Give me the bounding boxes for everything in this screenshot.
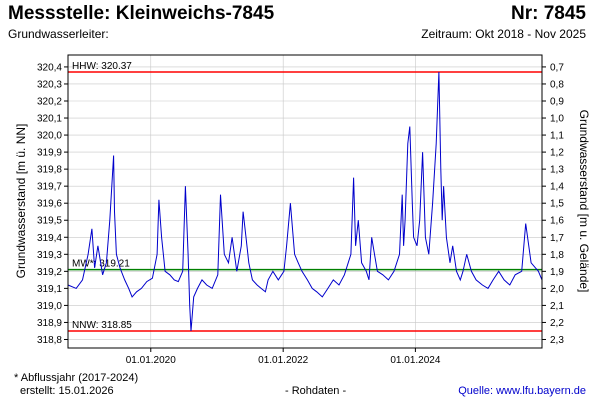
y2-tick-label: 1,4 <box>550 182 564 193</box>
y2-tick-label: 2,3 <box>550 335 564 346</box>
x-tick-label: 01.01.2022 <box>258 355 308 366</box>
y2-tick-label: 0,8 <box>550 79 564 90</box>
chart-title: Messstelle: Kleinweichs-7845 <box>8 3 275 24</box>
y-tick-label: 319,5 <box>37 216 62 227</box>
y-tick-label: 319,2 <box>37 267 62 278</box>
y2-tick-label: 0,9 <box>550 96 564 107</box>
y-axis-left: 318,8 318,9 319,0 319,1 319,2 319,3 319,4 319,5… <box>37 62 68 346</box>
x-axis: 01.01.2020 01.01.2022 01.01.2024 <box>126 348 441 366</box>
period-label: Zeitraum: Okt 2018 - Nov 2025 <box>421 27 586 41</box>
source-link[interactable]: Quelle: www.lfu.bayern.de <box>458 385 586 397</box>
y-tick-label: 320,3 <box>37 79 62 90</box>
y2-axis-label: Grundwasserstand [m u. Gelände] <box>577 110 591 293</box>
y-tick-label: 319,1 <box>37 284 62 295</box>
y2-tick-label: 2,1 <box>550 301 564 312</box>
y2-tick-label: 1,2 <box>550 148 564 159</box>
station-number: Nr: 7845 <box>511 3 586 24</box>
y2-tick-label: 0,7 <box>550 62 564 73</box>
y2-tick-label: 1,3 <box>550 165 564 176</box>
y-tick-label: 318,8 <box>37 335 62 346</box>
y-axis-right: 0,7 0,8 0,9 1,0 1,1 1,2 1,3 1,4 1,5 1,6 1,7 1,8 1,9 2… <box>542 62 564 346</box>
y-tick-label: 320,1 <box>37 114 62 125</box>
x-tick-label: 01.01.2020 <box>126 355 176 366</box>
y-tick-label: 319,8 <box>37 165 62 176</box>
y2-tick-label: 1,7 <box>550 233 564 244</box>
y-tick-label: 319,9 <box>37 148 62 159</box>
x-tick-label: 01.01.2024 <box>390 355 440 366</box>
series-line <box>67 71 543 332</box>
grid <box>68 55 542 348</box>
y-tick-label: 319,4 <box>37 233 62 244</box>
footnote: * Abflussjahr (2017-2024) <box>14 372 139 384</box>
plot-frame <box>67 54 543 349</box>
created-date: erstellt: 15.01.2026 <box>20 385 114 397</box>
y2-tick-label: 2,2 <box>550 318 564 329</box>
y-tick-label: 319,6 <box>37 199 62 210</box>
reference-label: HHW: 320.37 <box>72 61 132 72</box>
y2-tick-label: 2,0 <box>550 284 564 295</box>
raw-data-label: - Rohdaten - <box>285 385 347 397</box>
y-tick-label: 320,4 <box>37 62 62 73</box>
y2-tick-label: 1,5 <box>550 199 564 210</box>
y-tick-label: 319,7 <box>37 182 62 193</box>
y2-tick-label: 1,0 <box>550 114 564 125</box>
y2-tick-label: 1,8 <box>550 250 564 261</box>
y-tick-label: 318,9 <box>37 318 62 329</box>
y2-tick-label: 1,9 <box>550 267 564 278</box>
aquifer-label: Grundwasserleiter: <box>8 27 109 41</box>
y2-tick-label: 1,1 <box>550 131 564 142</box>
y-tick-label: 320,0 <box>37 131 62 142</box>
y-axis-label: Grundwasserstand [m ü. NN] <box>14 124 28 279</box>
y2-tick-label: 1,6 <box>550 216 564 227</box>
reference-label: NNW: 318.85 <box>72 320 132 331</box>
y-tick-label: 319,3 <box>37 250 62 261</box>
y-tick-label: 319,0 <box>37 301 62 312</box>
y-tick-label: 320,2 <box>37 96 62 107</box>
